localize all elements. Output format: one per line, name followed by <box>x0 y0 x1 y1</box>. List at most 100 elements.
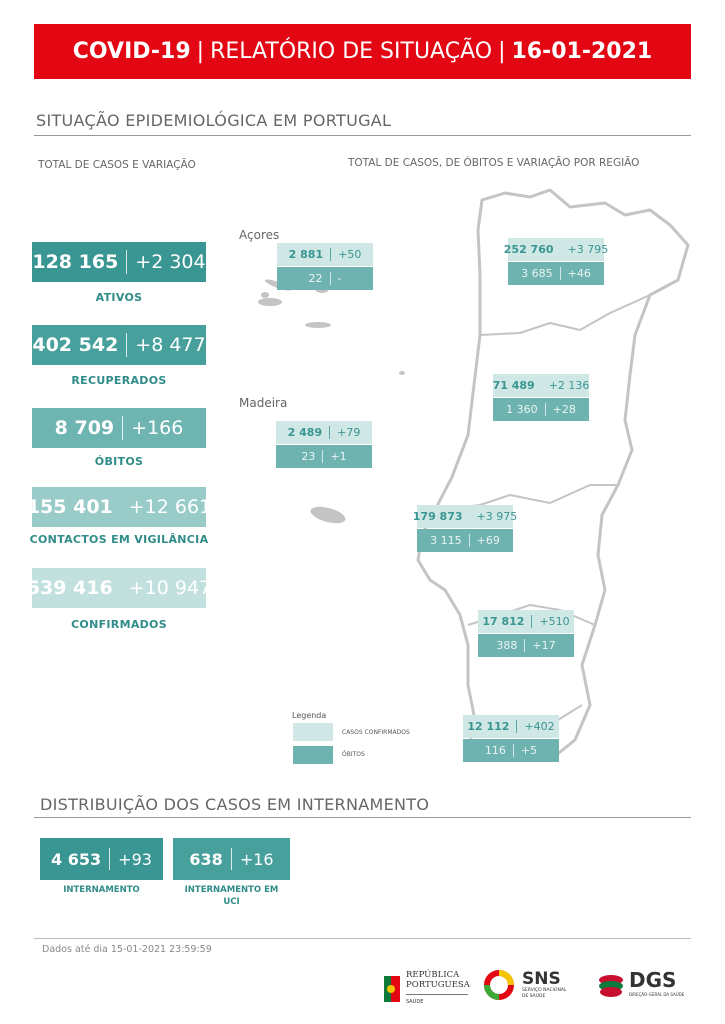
kpi-delta: +8 477 <box>135 334 206 356</box>
separator <box>109 848 111 870</box>
kpi-label: CONFIRMADOS <box>71 618 167 631</box>
icu-value: 638 <box>189 849 223 869</box>
separator <box>524 639 526 652</box>
section-title-epidemiological: SITUAÇÃO EPIDEMIOLÓGICA EM PORTUGAL <box>36 111 392 130</box>
hospitalized-box: 4 653 +93 <box>40 838 163 880</box>
region-cases-box: 2 489 +79 <box>276 421 372 444</box>
region-cases-delta: +3 795 <box>567 243 609 256</box>
separator <box>516 720 518 733</box>
region-cases: 2 881 <box>288 248 324 261</box>
separator <box>329 272 331 285</box>
region-cases: 71 489 <box>492 379 535 392</box>
flag-icon <box>384 975 400 1002</box>
region-deaths: 1 360 <box>506 403 538 416</box>
separator <box>230 848 232 870</box>
region-cases-box: 2 881 +50 <box>277 243 373 266</box>
logo-dgs: DGS DIREÇÃO-GERAL DA SAÚDE <box>598 970 684 1000</box>
kpi-box-3: 155 401 +12 661 <box>27 487 211 527</box>
region-cases-delta: +510 <box>539 615 570 628</box>
region-cases-delta: +2 136 <box>548 379 590 392</box>
kpi-value: 155 401 <box>26 496 113 518</box>
region-cases-delta: +3 975 <box>476 510 518 523</box>
kpi-delta: +12 661 <box>128 496 212 518</box>
region-deaths-box: 3 685 +46 <box>508 262 604 285</box>
region-deaths-delta: +1 <box>330 450 347 463</box>
region-cases-box: 252 760 +3 795 <box>504 238 608 261</box>
logo-sub: DIREÇÃO-GERAL DA SAÚDE <box>629 992 685 997</box>
region-deaths-box: 23 +1 <box>276 445 372 468</box>
region-deaths: 3 685 <box>521 267 553 280</box>
separator <box>531 615 533 628</box>
kpi-label: ATIVOS <box>95 291 143 304</box>
divider <box>34 135 691 136</box>
region-deaths: 22 <box>308 272 323 285</box>
logo-sns: SNS SERVIÇO NACIONAL DE SAÚDE <box>484 970 567 1000</box>
logo-text: REPÚBLICA PORTUGUESA <box>406 970 470 990</box>
region-deaths-delta: +69 <box>476 534 500 547</box>
icu-label: INTERNAMENTO EM UCI <box>184 885 279 907</box>
kpi-value: 128 165 <box>32 251 119 273</box>
region-cases-box: 179 873 +3 975 <box>413 505 517 528</box>
data-date-note: Dados até dia 15-01-2021 23:59:59 <box>42 944 212 955</box>
kpi-delta: +166 <box>131 417 184 439</box>
legend-label-deaths: ÓBITOS <box>342 751 365 758</box>
legend-swatch-confirmed <box>293 723 333 741</box>
legend-swatch-deaths <box>293 746 333 764</box>
kpi-value: 8 709 <box>54 417 115 439</box>
logo-text: SNS <box>522 969 561 989</box>
region-deaths: 116 <box>484 744 506 757</box>
separator <box>559 267 561 280</box>
title-covid: COVID-19 <box>72 39 191 64</box>
kpi-box-4: 539 416 +10 947 <box>27 568 211 608</box>
region-cases-delta: +50 <box>338 248 362 261</box>
region-cases: 2 489 <box>287 426 323 439</box>
kpi-value: 539 416 <box>26 577 113 599</box>
report-title-banner: COVID-19 | RELATÓRIO DE SITUAÇÃO | 16-01… <box>34 24 691 79</box>
separator <box>512 744 514 757</box>
region-deaths-box: 388 +17 <box>478 634 574 657</box>
right-subtitle: TOTAL DE CASOS, DE ÓBITOS E VARIAÇÃO POR… <box>348 157 640 169</box>
region-deaths-box: 22 - <box>277 267 373 290</box>
kpi-label: CONTACTOS EM VIGILÂNCIA <box>29 533 209 546</box>
sns-icon <box>484 970 514 1000</box>
kpi-label: RECUPERADOS <box>71 374 167 387</box>
separator <box>468 534 470 547</box>
kpi-value: 402 542 <box>32 334 119 356</box>
hospitalized-delta: +93 <box>118 849 152 869</box>
left-subtitle: TOTAL DE CASOS E VARIAÇÃO <box>38 159 196 171</box>
title-report: RELATÓRIO DE SITUAÇÃO <box>210 39 493 64</box>
region-deaths-delta: - <box>337 272 342 285</box>
kpi-box-2: 8 709 +166 <box>32 408 206 448</box>
region-cases: 179 873 <box>412 510 463 523</box>
region-deaths-box: 3 115 +69 <box>417 529 513 552</box>
region-label-acores: Açores <box>239 228 280 242</box>
region-cases-box: 12 112 +402 <box>463 715 559 738</box>
separator <box>126 333 128 357</box>
title-sep: | <box>196 39 205 64</box>
separator <box>330 248 332 261</box>
region-deaths-box: 1 360 +28 <box>493 398 589 421</box>
region-cases-delta: +79 <box>337 426 361 439</box>
region-deaths-box: 116 +5 <box>463 739 559 762</box>
region-cases: 12 112 <box>467 720 510 733</box>
hospitalized-label: INTERNAMENTO <box>63 885 140 895</box>
divider <box>34 817 691 818</box>
separator <box>329 426 331 439</box>
report-date: 16-01-2021 <box>511 39 653 64</box>
title-sep: | <box>498 39 506 64</box>
divider <box>34 938 691 939</box>
logo-republica: REPÚBLICA PORTUGUESA SAÚDE <box>384 970 470 1007</box>
kpi-delta: +2 304 <box>135 251 206 273</box>
kpi-delta: +10 947 <box>128 577 212 599</box>
separator <box>322 450 324 463</box>
dgs-icon <box>599 975 623 997</box>
region-deaths: 3 115 <box>430 534 462 547</box>
icu-delta: +16 <box>239 849 274 869</box>
region-cases-box: 17 812 +510 <box>478 610 574 633</box>
region-label-madeira: Madeira <box>239 396 288 410</box>
legend-label-confirmed: CASOS CONFIRMADOS <box>342 729 410 736</box>
kpi-label: ÓBITOS <box>94 455 144 468</box>
region-deaths-delta: +28 <box>552 403 576 416</box>
logo-text: DGS <box>629 968 677 992</box>
region-cases: 17 812 <box>482 615 525 628</box>
